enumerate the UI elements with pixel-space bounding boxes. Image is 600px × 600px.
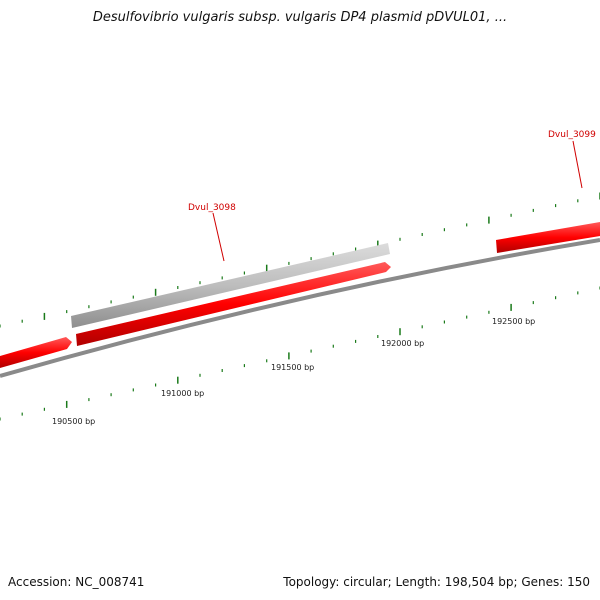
gene-label-leader-3098: [212, 212, 225, 262]
map-title: Desulfovibrio vulgaris subsp. vulgaris D…: [92, 10, 508, 25]
outer-tick-row: [0, 192, 600, 328]
gene-grey-feature[interactable]: [71, 243, 390, 328]
gene-dvul-3099-forward[interactable]: [496, 222, 600, 253]
ruler-label-191500: 191500 bp: [271, 363, 314, 372]
gene-dvul-3098-forward[interactable]: [76, 262, 391, 346]
gene-left-partial[interactable]: [0, 337, 72, 368]
inner-tick-row: [0, 286, 600, 421]
genome-summary-text: Topology: circular; Length: 198,504 bp; …: [283, 575, 590, 589]
ruler-label-191000: 191000 bp: [161, 389, 204, 398]
ruler-label-192000: 192000 bp: [381, 339, 424, 348]
gene-label-dvul-3099[interactable]: Dvul_3099: [548, 130, 596, 140]
gene-label-leader-3099: [572, 140, 583, 189]
gene-label-dvul-3098[interactable]: Dvul_3098: [188, 203, 236, 213]
plasmid-backbone: [0, 238, 600, 378]
accession-text: Accession: NC_008741: [8, 575, 145, 589]
ruler-label-190500: 190500 bp: [52, 417, 95, 426]
ruler-label-192500: 192500 bp: [492, 317, 535, 326]
